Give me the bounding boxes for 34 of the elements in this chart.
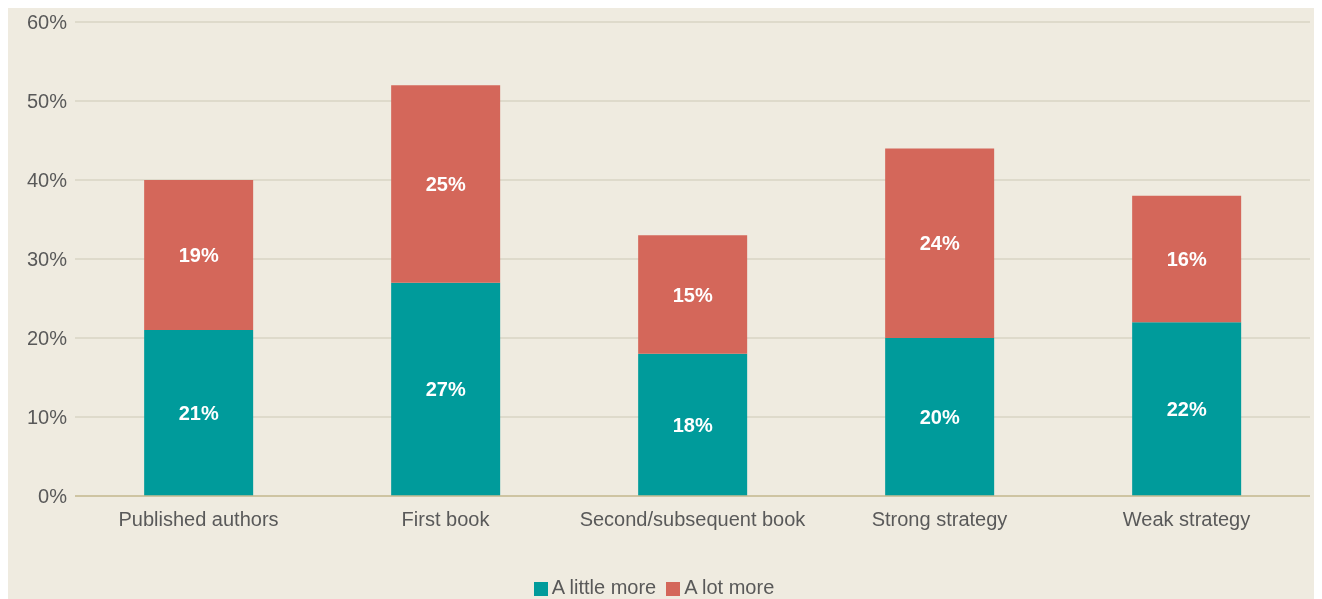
- bar: [1132, 195, 1242, 323]
- y-tick-label: 0%: [38, 485, 68, 508]
- bar: [885, 338, 995, 496]
- y-tick-label: 10%: [26, 406, 68, 429]
- data-label: 25%: [425, 172, 466, 195]
- y-tick-label: 30%: [26, 248, 68, 271]
- x-tick-label: Strong strategy: [871, 508, 1008, 531]
- y-tick-label: 50%: [26, 90, 68, 113]
- data-label: 24%: [919, 232, 960, 255]
- bar: [638, 235, 748, 354]
- y-tick-label: 40%: [26, 169, 68, 192]
- x-tick-label: First book: [401, 508, 491, 531]
- data-label: 21%: [178, 402, 219, 425]
- data-label: 16%: [1166, 248, 1207, 270]
- data-label: 18%: [672, 413, 713, 436]
- x-tick-label: Weak strategy: [1122, 508, 1251, 531]
- bar: [144, 180, 254, 331]
- data-label: 19%: [178, 244, 219, 267]
- bar: [391, 282, 501, 496]
- y-tick-label: 20%: [26, 327, 68, 350]
- y-tick-label: 60%: [26, 11, 68, 34]
- data-label: 22%: [1166, 398, 1207, 421]
- x-tick-label: Published authors: [118, 508, 279, 531]
- bar: [144, 330, 254, 496]
- data-label: 27%: [425, 378, 466, 401]
- bar: [638, 353, 748, 496]
- legend-label: A lot more: [684, 576, 775, 598]
- bar: [1132, 322, 1242, 496]
- bar: [885, 148, 995, 338]
- bar: [391, 85, 501, 283]
- data-label: 15%: [672, 283, 713, 306]
- legend-label: A little more: [551, 576, 657, 598]
- data-label: 20%: [919, 406, 960, 428]
- x-tick-label: Second/subsequent book: [579, 508, 807, 531]
